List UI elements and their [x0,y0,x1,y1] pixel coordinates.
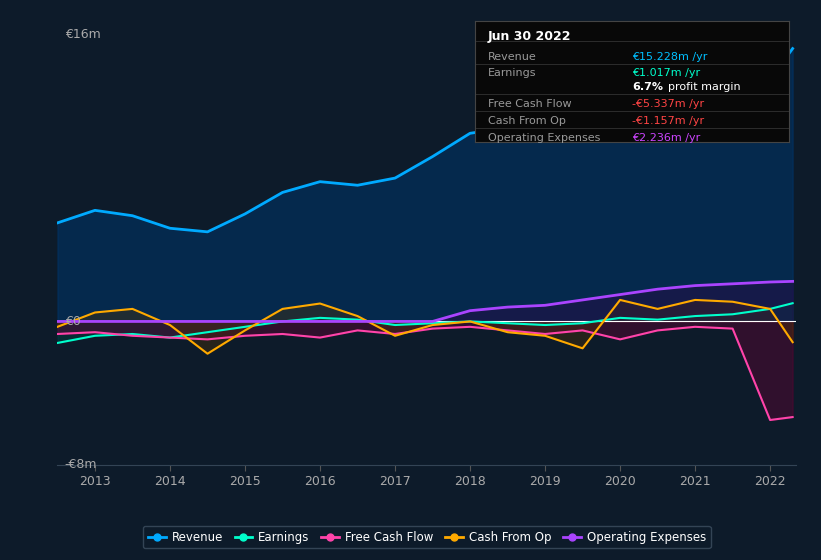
Text: Earnings: Earnings [488,68,536,78]
Text: €16m: €16m [65,28,101,41]
Text: -€1.157m /yr: -€1.157m /yr [632,115,704,125]
Text: €2.236m /yr: €2.236m /yr [632,133,700,143]
Legend: Revenue, Earnings, Free Cash Flow, Cash From Op, Operating Expenses: Revenue, Earnings, Free Cash Flow, Cash … [143,526,711,548]
Text: Cash From Op: Cash From Op [488,115,566,125]
Text: 6.7%: 6.7% [632,82,663,92]
Text: Operating Expenses: Operating Expenses [488,133,600,143]
Text: profit margin: profit margin [668,82,741,92]
Text: -€5.337m /yr: -€5.337m /yr [632,99,704,109]
Text: -€8m: -€8m [65,458,98,472]
Text: €1.017m /yr: €1.017m /yr [632,68,700,78]
Text: €15.228m /yr: €15.228m /yr [632,52,708,62]
Text: Jun 30 2022: Jun 30 2022 [488,30,571,43]
Text: €0: €0 [65,315,80,328]
Text: Revenue: Revenue [488,52,536,62]
Text: Free Cash Flow: Free Cash Flow [488,99,571,109]
